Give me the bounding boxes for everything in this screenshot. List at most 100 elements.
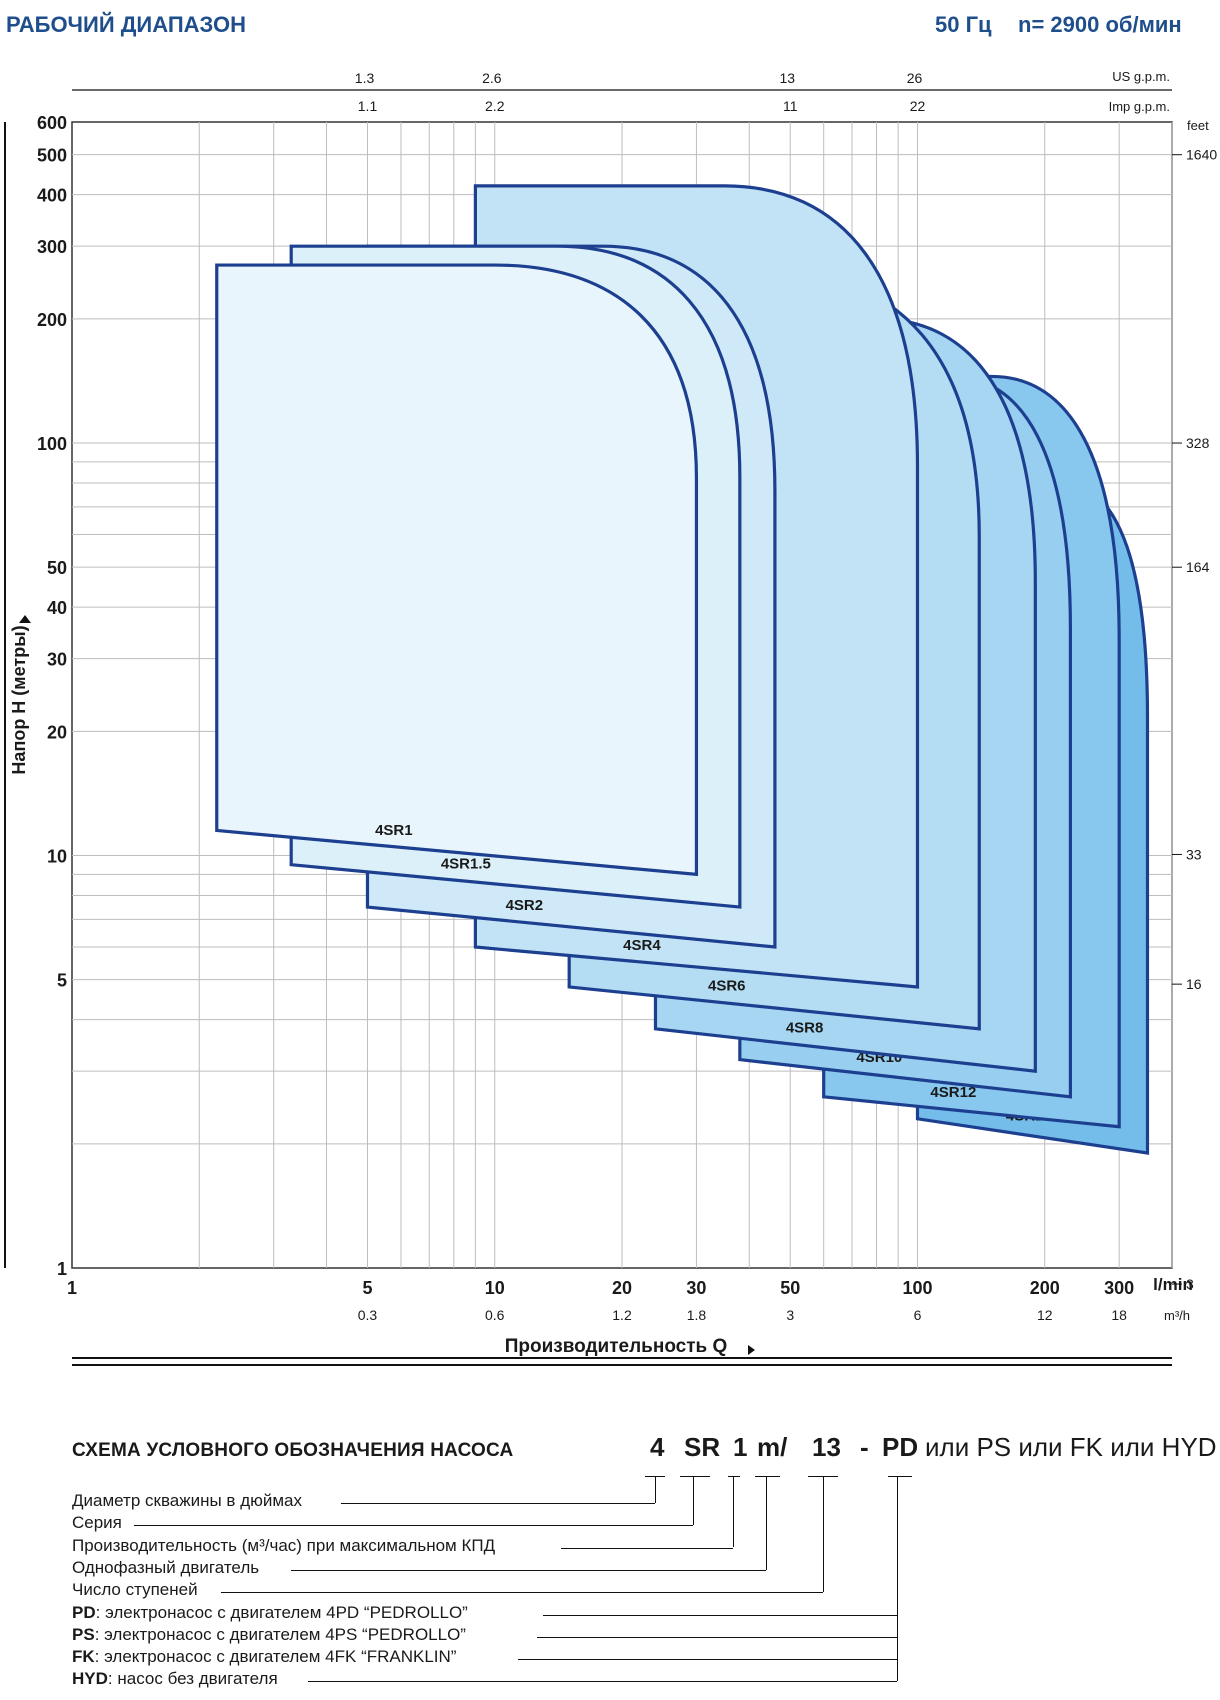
schema-title: СХЕМА УСЛОВНОГО ОБОЗНАЧЕНИЯ НАСОСА xyxy=(72,1440,514,1461)
legend-row: Число ступеней xyxy=(72,1580,198,1600)
frequency-label: 50 Гц xyxy=(935,12,992,37)
top1-tick-label: 13 xyxy=(779,70,795,86)
connector-line xyxy=(655,1476,656,1503)
x2-tick-label: 6 xyxy=(914,1307,922,1323)
legend-text: : электронасос с двигателем 4FK “FRANKLI… xyxy=(94,1647,457,1667)
top2-tick-label: 1.1 xyxy=(358,98,378,114)
code-part: - xyxy=(860,1432,869,1462)
y-tick-label: 300 xyxy=(37,237,67,257)
code-underline xyxy=(728,1476,740,1477)
top2-tick-label: 2.2 xyxy=(485,98,505,114)
code-part: m/ xyxy=(757,1432,788,1462)
y-tick-label: 5 xyxy=(57,971,67,991)
x2-tick-label: 3 xyxy=(786,1307,794,1323)
legend-row: HYD: насос без двигателя xyxy=(72,1669,278,1689)
series-label: 4SR4 xyxy=(623,937,661,954)
x-tick-label: 100 xyxy=(902,1278,932,1298)
legend-text: Однофазный двигатель xyxy=(72,1557,260,1577)
y-tick-label: 40 xyxy=(47,598,67,618)
code-underline xyxy=(645,1476,665,1477)
leader-line xyxy=(308,1681,897,1683)
leader-line xyxy=(518,1659,897,1661)
x-tick-label: 1 xyxy=(67,1278,77,1298)
legend-code: PS xyxy=(72,1624,95,1644)
x-tick-label: 50 xyxy=(780,1278,800,1298)
legend-row: PS: электронасос с двигателем 4PS “PEDRO… xyxy=(72,1625,466,1645)
x2-tick-label: 1.8 xyxy=(687,1307,707,1323)
leader-line xyxy=(291,1569,766,1571)
y-tick-label: 500 xyxy=(37,146,67,166)
x-tick-label: 10 xyxy=(485,1278,505,1298)
designation-code-tail: или PS или FK или HYD xyxy=(925,1432,1217,1462)
series-label: 4SR8 xyxy=(786,1020,824,1037)
y-axis-arrow-icon xyxy=(19,615,31,623)
code-underline xyxy=(888,1476,912,1477)
leader-line xyxy=(221,1592,823,1594)
top2-tick-label: 11 xyxy=(783,98,798,114)
code-underline xyxy=(755,1476,780,1477)
y-tick-label: 200 xyxy=(37,310,67,330)
leader-line xyxy=(537,1636,897,1638)
top1-unit-label: US g.p.m. xyxy=(1112,69,1170,84)
code-part: 4 xyxy=(650,1432,665,1462)
x-tick-label: 20 xyxy=(612,1278,632,1298)
legend-code: PD xyxy=(72,1602,96,1622)
y-axis-label: Напор H (метры) xyxy=(9,625,29,774)
x2-tick-label: 1.2 xyxy=(612,1307,632,1323)
legend-row: Однофазный двигатель xyxy=(72,1558,259,1578)
x-tick-label: 200 xyxy=(1030,1278,1060,1298)
series-label: 4SR12 xyxy=(930,1084,976,1101)
y-tick-label: 50 xyxy=(47,558,67,578)
legend-text: : насос без двигателя xyxy=(107,1669,278,1689)
y2-tick-label: 164 xyxy=(1186,559,1210,575)
legend-text: Серия xyxy=(72,1513,122,1533)
legend-row: Диаметр скважины в дюймах xyxy=(72,1491,302,1511)
code-underline xyxy=(808,1476,838,1477)
series-label: 4SR2 xyxy=(506,897,544,914)
y2-unit-label: feet xyxy=(1187,118,1209,133)
top2-unit-label: Imp g.p.m. xyxy=(1109,99,1170,114)
leader-line xyxy=(561,1547,733,1549)
legend-code: HYD xyxy=(72,1669,108,1689)
y-tick-label: 10 xyxy=(47,846,67,866)
operating-range-chart: 4SR154SR124SR104SR84SR64SR44SR24SR1.54SR… xyxy=(4,69,1217,1366)
y2-tick-label: 328 xyxy=(1186,435,1210,451)
legend-row: Производительность (м³/час) при максимал… xyxy=(72,1536,495,1556)
x-tick-label: 300 xyxy=(1104,1278,1134,1298)
connector-line xyxy=(897,1476,898,1681)
page-title: РАБОЧИЙ ДИАПАЗОН xyxy=(6,12,247,37)
code-part: PD xyxy=(882,1432,919,1462)
y-tick-label: 600 xyxy=(37,113,67,133)
connector-line xyxy=(823,1476,824,1592)
y2-tick-label: 1640 xyxy=(1186,147,1217,163)
top1-tick-label: 2.6 xyxy=(482,70,502,86)
series-label: 4SR1 xyxy=(375,822,413,839)
y2-tick-label: 33 xyxy=(1186,846,1202,862)
leader-line xyxy=(543,1614,897,1616)
connector-line xyxy=(766,1476,767,1570)
y-tick-label: 100 xyxy=(37,434,67,454)
code-part: SR xyxy=(684,1432,721,1462)
series-label: 4SR6 xyxy=(708,978,746,995)
legend-row: PD: электронасос с двигателем 4PD “PEDRO… xyxy=(72,1603,468,1623)
legend-text: Диаметр скважины в дюймах xyxy=(72,1491,302,1510)
x-axis-arrow-icon xyxy=(748,1345,755,1355)
code-part: 13 xyxy=(812,1432,841,1462)
axis-separator xyxy=(72,1357,1172,1359)
top1-tick-label: 26 xyxy=(907,70,923,86)
x-tick-label: 30 xyxy=(686,1278,706,1298)
y-tick-label: 1 xyxy=(57,1259,67,1279)
legend-row: Серия xyxy=(72,1513,122,1533)
x2-tick-label: 18 xyxy=(1111,1307,1127,1323)
connector-line xyxy=(693,1476,694,1525)
x2-unit-label: m³/h xyxy=(1164,1308,1190,1323)
code-part: 1 xyxy=(733,1432,748,1462)
legend-text: Число ступеней xyxy=(72,1580,198,1600)
legend-text: Производительность (м³/час) при максимал… xyxy=(72,1535,496,1555)
y2-tick-label: 3 xyxy=(1186,1276,1194,1292)
speed-label: n= 2900 об/мин xyxy=(1018,12,1182,37)
legend-row: FK: электронасос с двигателем 4FK “FRANK… xyxy=(72,1647,456,1667)
series-label: 4SR1.5 xyxy=(441,856,491,873)
top2-tick-label: 22 xyxy=(910,98,926,114)
series-region-4SR1 xyxy=(215,263,699,877)
